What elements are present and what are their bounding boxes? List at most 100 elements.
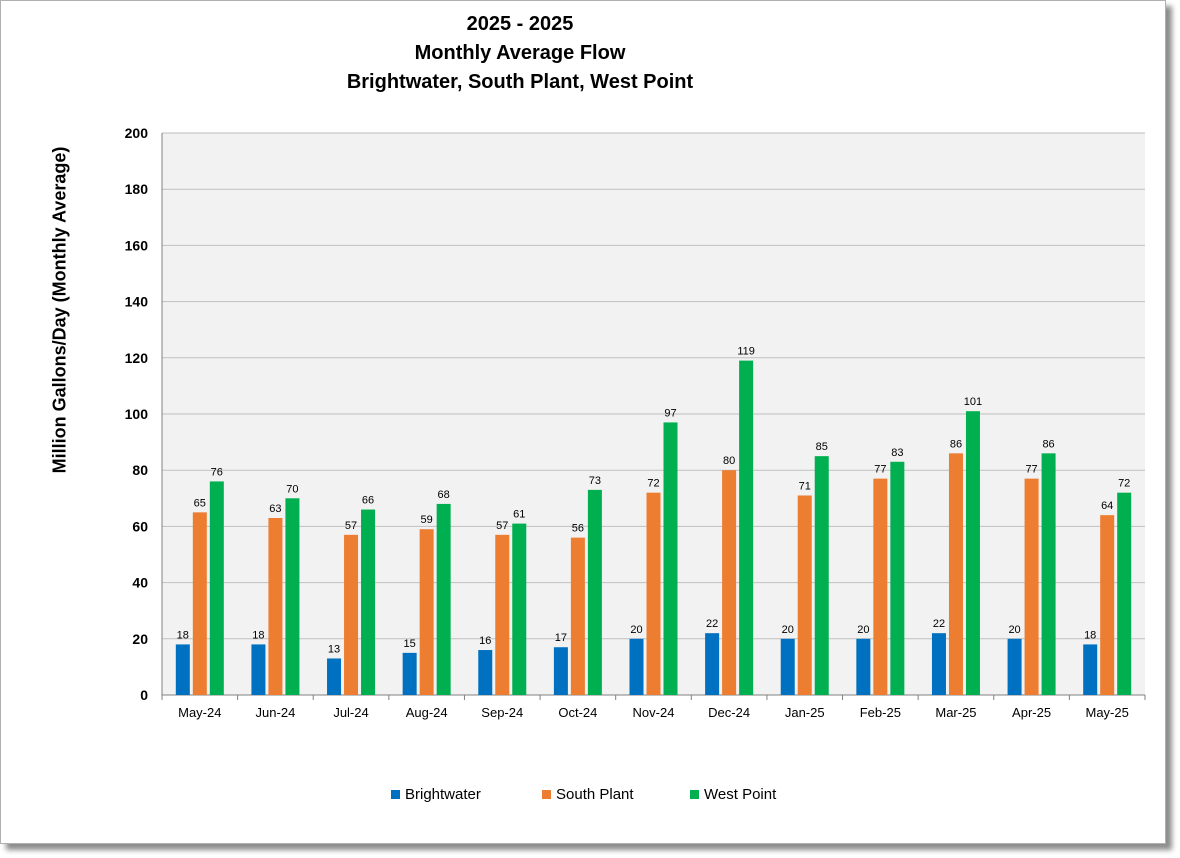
data-label: 101	[964, 396, 982, 408]
data-label: 97	[664, 407, 676, 419]
data-label: 80	[723, 455, 735, 467]
data-label: 20	[857, 624, 869, 636]
data-label: 56	[572, 523, 584, 535]
bar-chart: 0 20 40 60 80 100 120 140 160 180 200 18 65 76 May-24 1…	[125, 125, 1146, 720]
y-tick-label: 40	[132, 575, 148, 591]
y-tick-label: 200	[125, 125, 149, 141]
bar-west-point-may-24	[209, 481, 224, 695]
bar-west-point-may-25	[1117, 492, 1132, 695]
title-line-1: 2025 - 2025	[466, 13, 574, 35]
bar-brightwater-may-24	[175, 644, 190, 695]
data-label: 65	[194, 497, 206, 509]
data-label: 83	[891, 447, 903, 459]
bar-west-point-sep-24	[512, 523, 527, 695]
legend-item-brightwater: Brightwater	[391, 786, 481, 803]
data-label: 20	[782, 624, 794, 636]
data-label: 61	[513, 509, 525, 521]
bar-brightwater-mar-25	[931, 633, 946, 695]
bar-brightwater-apr-25	[1007, 638, 1022, 695]
data-label: 64	[1101, 500, 1113, 512]
x-tick-label: Jun-24	[256, 705, 296, 720]
bar-south-plant-nov-24	[646, 492, 661, 695]
data-label: 18	[177, 629, 189, 641]
bar-west-point-jan-25	[814, 456, 829, 695]
bar-west-point-mar-25	[965, 411, 980, 695]
legend-swatch	[542, 790, 551, 799]
bar-brightwater-oct-24	[553, 647, 568, 695]
data-label: 70	[286, 483, 298, 495]
y-tick-label: 180	[125, 181, 149, 197]
title-line-3: Brightwater, South Plant, West Point	[346, 71, 694, 93]
bar-south-plant-aug-24	[419, 529, 434, 695]
data-label: 22	[706, 618, 718, 630]
data-label: 20	[630, 624, 642, 636]
data-label: 17	[555, 632, 567, 644]
legend-label: West Point	[704, 786, 777, 803]
x-tick-label: May-24	[178, 705, 221, 720]
x-tick-label: Sep-24	[481, 705, 523, 720]
y-tick-label: 160	[125, 237, 149, 253]
y-tick-label: 60	[132, 518, 148, 534]
bar-west-point-oct-24	[587, 489, 602, 695]
data-label: 72	[647, 478, 659, 490]
data-label: 18	[252, 629, 264, 641]
legend-swatch	[690, 790, 699, 799]
legend: Brightwater South Plant West Point	[0, 786, 1166, 810]
legend-item-south-plant: South Plant	[542, 786, 634, 803]
data-label: 63	[269, 503, 281, 515]
data-label: 86	[1042, 438, 1054, 450]
legend-label: South Plant	[556, 786, 634, 803]
bar-brightwater-jan-25	[780, 638, 795, 695]
data-label: 57	[345, 520, 357, 532]
x-tick-label: Feb-25	[860, 705, 901, 720]
bar-brightwater-jul-24	[327, 658, 342, 695]
x-tick-label: Aug-24	[406, 705, 448, 720]
data-label: 20	[1008, 624, 1020, 636]
bar-brightwater-nov-24	[629, 638, 644, 695]
bar-south-plant-feb-25	[873, 478, 888, 695]
bar-south-plant-jan-25	[797, 495, 812, 695]
bar-south-plant-mar-25	[948, 453, 963, 695]
data-label: 119	[737, 346, 755, 358]
x-tick-label: Jul-24	[333, 705, 368, 720]
bar-south-plant-jul-24	[344, 534, 359, 695]
bar-west-point-jul-24	[361, 509, 376, 695]
bar-brightwater-may-25	[1083, 644, 1098, 695]
x-tick-label: Dec-24	[708, 705, 750, 720]
data-label: 66	[362, 495, 374, 507]
bar-west-point-nov-24	[663, 422, 678, 695]
x-tick-label: Nov-24	[633, 705, 675, 720]
bar-west-point-jun-24	[285, 498, 300, 695]
y-tick-label: 0	[140, 687, 148, 703]
bar-south-plant-dec-24	[722, 470, 737, 695]
bar-west-point-feb-25	[890, 461, 905, 695]
y-tick-label: 140	[125, 294, 149, 310]
data-label: 15	[404, 638, 416, 650]
data-label: 77	[874, 464, 886, 476]
y-tick-label: 120	[125, 350, 149, 366]
bar-south-plant-oct-24	[570, 537, 585, 695]
bar-brightwater-aug-24	[402, 652, 417, 695]
title-line-2: Monthly Average Flow	[414, 42, 626, 64]
bar-south-plant-sep-24	[495, 534, 510, 695]
x-tick-label: Mar-25	[935, 705, 976, 720]
x-tick-label: Jan-25	[785, 705, 825, 720]
data-label: 13	[328, 643, 340, 655]
data-label: 59	[421, 514, 433, 526]
bar-brightwater-sep-24	[478, 650, 493, 695]
legend-swatch	[391, 790, 400, 799]
bar-brightwater-feb-25	[856, 638, 871, 695]
x-tick-label: May-25	[1086, 705, 1129, 720]
chart-title: 2025 - 2025 Monthly Average Flow Brightw…	[0, 10, 1040, 97]
bar-south-plant-may-24	[192, 512, 207, 695]
data-label: 22	[933, 618, 945, 630]
bar-south-plant-jun-24	[268, 517, 283, 695]
data-label: 57	[496, 520, 508, 532]
data-label: 76	[211, 466, 223, 478]
data-label: 16	[479, 635, 491, 647]
data-label: 85	[816, 441, 828, 453]
bar-south-plant-apr-25	[1024, 478, 1039, 695]
data-label: 73	[589, 475, 601, 487]
y-tick-label: 20	[132, 631, 148, 647]
data-label: 18	[1084, 629, 1096, 641]
